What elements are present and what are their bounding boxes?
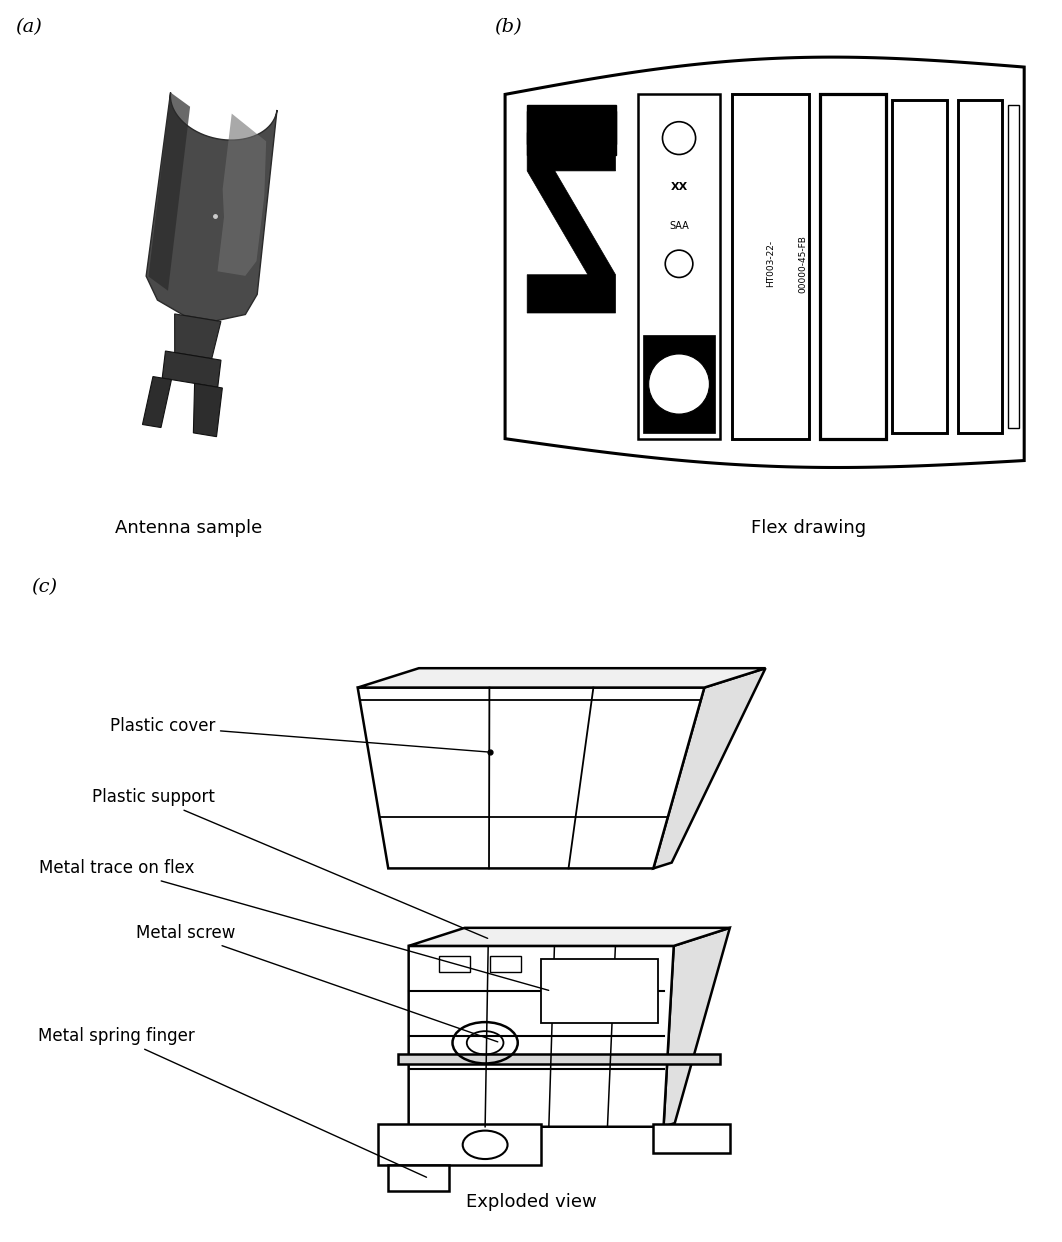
Polygon shape (147, 92, 277, 320)
Polygon shape (358, 668, 766, 688)
Circle shape (649, 354, 709, 414)
Polygon shape (664, 928, 730, 1126)
Polygon shape (527, 133, 616, 313)
Polygon shape (506, 57, 1024, 467)
Polygon shape (653, 1124, 730, 1153)
Polygon shape (142, 376, 171, 427)
Bar (440, 955, 469, 971)
Text: Metal spring finger: Metal spring finger (38, 1027, 427, 1177)
Text: Antenna sample: Antenna sample (115, 519, 262, 537)
Bar (644, 335, 715, 433)
Polygon shape (162, 351, 221, 388)
Bar (820, 94, 886, 438)
Bar (637, 94, 720, 438)
Text: XX: XX (670, 183, 688, 193)
Polygon shape (218, 113, 267, 276)
Text: (c): (c) (32, 578, 57, 596)
Polygon shape (653, 668, 766, 868)
Text: Exploded view: Exploded view (465, 1192, 597, 1211)
Polygon shape (358, 688, 704, 868)
Text: Metal screw: Metal screw (136, 924, 498, 1042)
Polygon shape (527, 111, 616, 154)
Polygon shape (174, 314, 221, 359)
Text: Flex drawing: Flex drawing (751, 519, 867, 537)
Text: Metal trace on flex: Metal trace on flex (39, 859, 549, 990)
Text: HT003-22-: HT003-22- (766, 240, 774, 287)
Text: 00000-45-FB: 00000-45-FB (799, 235, 808, 293)
Polygon shape (527, 106, 616, 144)
Bar (398, 1053, 720, 1064)
Text: Plastic support: Plastic support (92, 789, 487, 939)
Text: (a): (a) (15, 17, 42, 36)
Polygon shape (409, 928, 730, 946)
Polygon shape (193, 384, 222, 437)
Text: Plastic cover: Plastic cover (109, 718, 487, 751)
Bar (892, 99, 947, 433)
Polygon shape (378, 1124, 542, 1165)
Polygon shape (149, 92, 190, 291)
Text: SAA: SAA (669, 221, 689, 231)
Text: (b): (b) (494, 17, 521, 36)
Bar (732, 94, 809, 438)
Bar (542, 959, 658, 1023)
Bar (491, 955, 520, 971)
Polygon shape (409, 946, 673, 1126)
Polygon shape (389, 1165, 449, 1191)
Bar (1008, 106, 1018, 427)
Bar (958, 99, 1003, 433)
